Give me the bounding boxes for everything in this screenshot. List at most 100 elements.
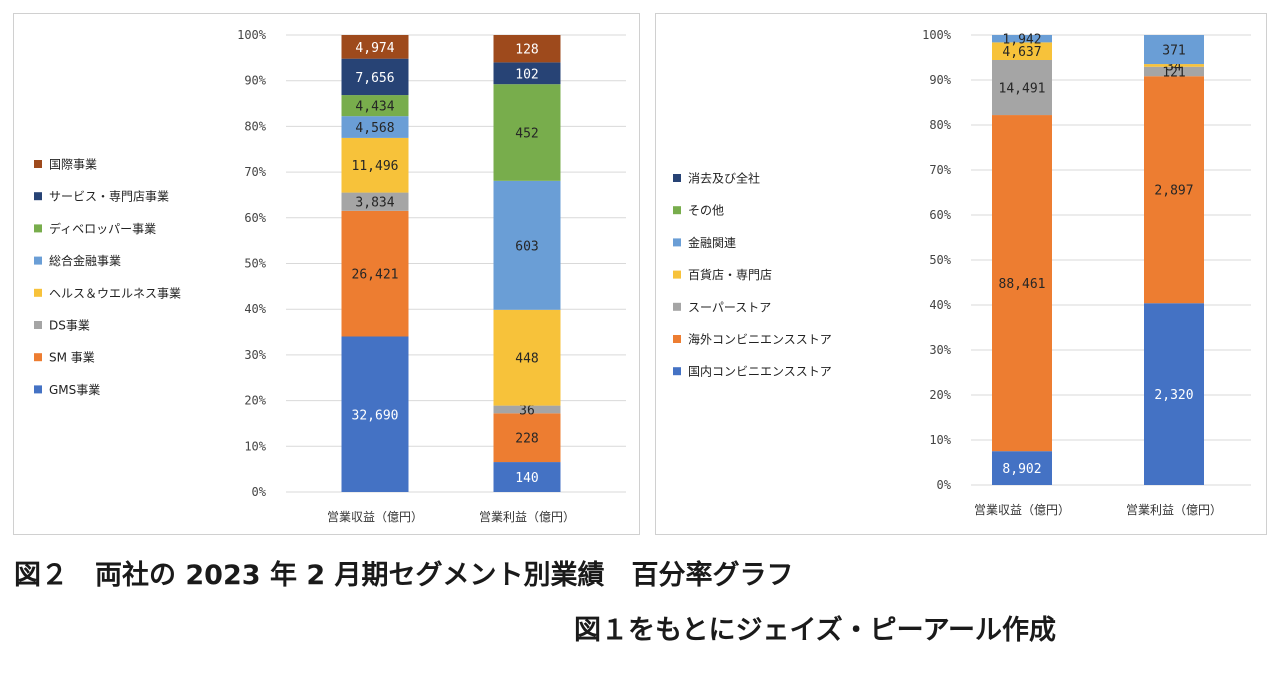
y-tick-label: 90% xyxy=(244,74,266,88)
y-tick-label: 60% xyxy=(244,211,266,225)
legend-swatch xyxy=(34,288,42,297)
bar-segment xyxy=(493,405,561,414)
data-label: 11,496 xyxy=(352,159,399,174)
bar-segment xyxy=(341,210,409,337)
legend-swatch xyxy=(673,270,681,279)
y-tick-label: 70% xyxy=(929,163,951,177)
x-category-label: 営業収益（億円） xyxy=(327,510,423,524)
data-label: 1,942 xyxy=(1002,33,1041,48)
bar-segment xyxy=(1144,303,1204,485)
bar-segment xyxy=(1144,64,1204,67)
y-tick-label: 10% xyxy=(244,439,266,453)
data-label: 448 xyxy=(515,352,538,367)
y-tick-label: 80% xyxy=(929,118,951,132)
legend-label: GMS事業 xyxy=(49,383,100,397)
data-label: 8,902 xyxy=(1002,462,1041,477)
legend-label: 海外コンビニエンスストア xyxy=(688,332,832,347)
bar-segment xyxy=(493,62,561,85)
bar-segment xyxy=(493,180,561,310)
legend-swatch xyxy=(673,302,681,311)
y-tick-label: 90% xyxy=(929,73,951,87)
data-label: 26,421 xyxy=(352,268,399,283)
legend-swatch xyxy=(673,206,681,215)
bar-segment xyxy=(992,451,1052,485)
data-label: 4,637 xyxy=(1002,45,1041,60)
legend-label: 金融関連 xyxy=(688,235,736,250)
y-tick-label: 0% xyxy=(937,478,952,492)
legend-swatch xyxy=(673,335,681,343)
bar-segment xyxy=(493,84,561,181)
x-category-label: 営業収益（億円） xyxy=(974,503,1070,517)
y-tick-label: 20% xyxy=(244,394,266,408)
bar-segment xyxy=(493,309,561,406)
left-stacked-bar-chart: 0% 10% 20% 30% 40% 50% 60% 70% 80% 90% 100% 32,690 2… xyxy=(34,28,626,524)
y-tick-label: 30% xyxy=(244,348,266,362)
x-category-label: 営業利益（億円） xyxy=(1126,503,1222,517)
y-tick-label: 80% xyxy=(244,119,266,133)
bar-segment xyxy=(341,116,409,138)
legend-swatch xyxy=(34,160,42,168)
right-chart-panel: 0% 10% 20% 30% 40% 50% 60% 70% 80% 90% 100% 8,902 88… xyxy=(655,13,1267,535)
data-label: 7,656 xyxy=(355,71,394,86)
bar-segment xyxy=(1144,76,1204,304)
legend-swatch xyxy=(673,174,681,182)
figure-caption-source: 図１をもとにジェイズ・ピーアール作成 xyxy=(574,615,1056,646)
y-tick-label: 60% xyxy=(929,208,951,222)
legend-swatch xyxy=(673,238,681,247)
bar-segment xyxy=(992,115,1052,452)
legend-label: スーパーストア xyxy=(688,300,771,314)
y-tick-label: 50% xyxy=(244,257,266,271)
bar-segment xyxy=(1144,66,1204,77)
legend-label: 百貨店・専門店 xyxy=(688,267,772,282)
data-label: 4,974 xyxy=(355,41,394,56)
data-label: 88,461 xyxy=(999,277,1046,292)
legend-swatch xyxy=(34,192,42,201)
legend-swatch xyxy=(673,367,681,376)
data-label: 4,434 xyxy=(355,100,394,115)
legend-swatch xyxy=(34,385,42,394)
data-label: 128 xyxy=(515,43,538,58)
bar-segment xyxy=(493,413,561,463)
y-tick-label: 40% xyxy=(244,302,266,316)
data-label: 603 xyxy=(515,239,538,254)
y-tick-label: 40% xyxy=(929,298,951,312)
legend-label: 国内コンビニエンスストア xyxy=(688,365,832,379)
bar-segment xyxy=(493,35,561,63)
data-label: 2,897 xyxy=(1154,184,1193,199)
data-label: 371 xyxy=(1162,44,1185,59)
right-stacked-bar-chart: 0% 10% 20% 30% 40% 50% 60% 70% 80% 90% 100% 8,902 88… xyxy=(673,28,1251,517)
data-label: 121 xyxy=(1162,65,1185,80)
left-chart-panel: 0% 10% 20% 30% 40% 50% 60% 70% 80% 90% 100% 32,690 2… xyxy=(13,13,640,535)
y-tick-label: 20% xyxy=(929,388,951,402)
x-category-label: 営業利益（億円） xyxy=(479,510,575,524)
bar-segment xyxy=(992,42,1052,60)
y-tick-label: 70% xyxy=(244,165,266,179)
data-label: 32,690 xyxy=(352,408,399,423)
bar-segment xyxy=(341,192,409,211)
legend-swatch xyxy=(34,224,42,233)
data-label: 4,568 xyxy=(355,121,394,136)
y-tick-label: 100% xyxy=(922,28,952,42)
bar-segment xyxy=(341,336,409,492)
bar-segment xyxy=(992,35,1052,43)
data-label: 228 xyxy=(515,432,538,447)
bar-segment xyxy=(992,59,1052,116)
legend-label: SM 事業 xyxy=(49,351,95,365)
legend-label: 消去及び全社 xyxy=(688,171,760,186)
data-label: 2,320 xyxy=(1154,388,1193,403)
legend-label: 総合金融事業 xyxy=(49,253,121,268)
bar-segment xyxy=(341,137,409,193)
data-label: 102 xyxy=(515,67,538,82)
legend-swatch xyxy=(34,321,42,329)
legend-label: ディベロッパー事業 xyxy=(49,221,156,236)
bar-segment xyxy=(493,462,561,492)
data-label: 14,491 xyxy=(999,82,1046,97)
y-tick-label: 100% xyxy=(237,28,267,42)
y-tick-label: 30% xyxy=(929,343,951,357)
y-tick-label: 50% xyxy=(929,253,951,267)
y-tick-label: 0% xyxy=(252,485,267,499)
bar-segment xyxy=(341,35,409,59)
legend-swatch xyxy=(34,353,42,362)
figure-caption-title: 図２ 両社の 2023 年 2 月期セグメント別業績 百分率グラフ xyxy=(14,560,794,591)
bar-segment xyxy=(1144,35,1204,65)
